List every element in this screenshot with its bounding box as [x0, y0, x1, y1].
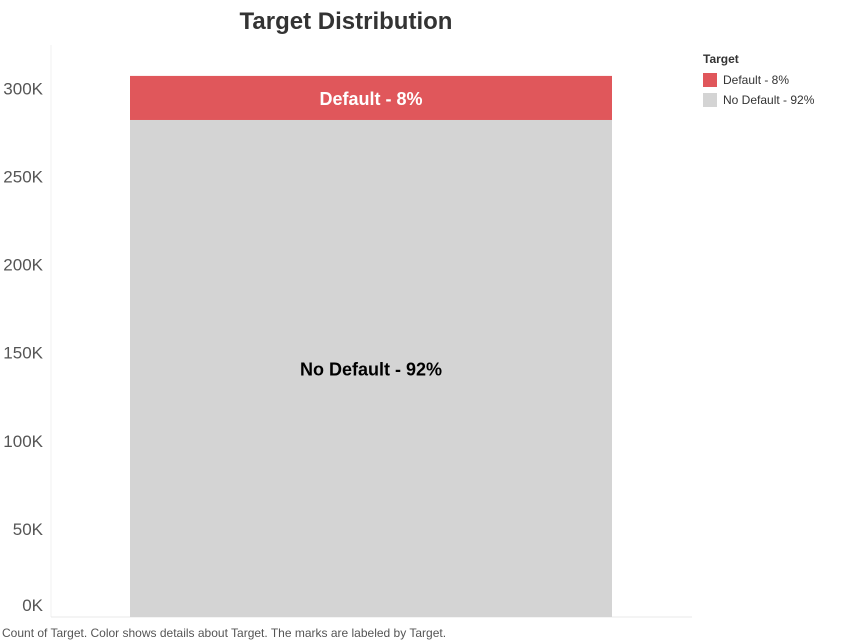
legend-label: No Default - 92%: [723, 93, 815, 107]
bar-data-label: No Default - 92%: [300, 359, 442, 379]
bars: No Default - 92% Default - 8%: [130, 75, 612, 617]
y-tick-label: 50K: [13, 520, 44, 539]
y-tick-label: 250K: [3, 167, 43, 186]
y-tick-label: 150K: [3, 344, 43, 363]
bar-segment-1[interactable]: [130, 75, 612, 120]
bar-data-label: Default - 8%: [319, 89, 422, 109]
chart-caption: Count of Target. Color shows details abo…: [2, 626, 447, 640]
legend-swatch: [703, 93, 717, 107]
bar-segment-0[interactable]: [130, 119, 612, 617]
legend: Target Default - 8% No Default - 92%: [703, 52, 814, 110]
y-tick-label: 300K: [3, 79, 43, 98]
y-tick-label: 100K: [3, 432, 43, 451]
legend-title: Target: [703, 52, 739, 66]
y-axis-ticks: 0K 50K 100K 150K 200K 250K 300K: [3, 79, 43, 615]
legend-label: Default - 8%: [723, 73, 790, 87]
y-tick-label: 200K: [3, 256, 43, 275]
chart-title: Target Distribution: [239, 8, 453, 35]
legend-item[interactable]: No Default - 92%: [703, 90, 814, 110]
legend-swatch: [703, 73, 717, 87]
legend-item[interactable]: Default - 8%: [703, 70, 814, 90]
bar-chart: 0K 50K 100K 150K 200K 250K 300K No Default - 9…: [3, 45, 692, 618]
y-tick-label: 0K: [22, 596, 43, 615]
